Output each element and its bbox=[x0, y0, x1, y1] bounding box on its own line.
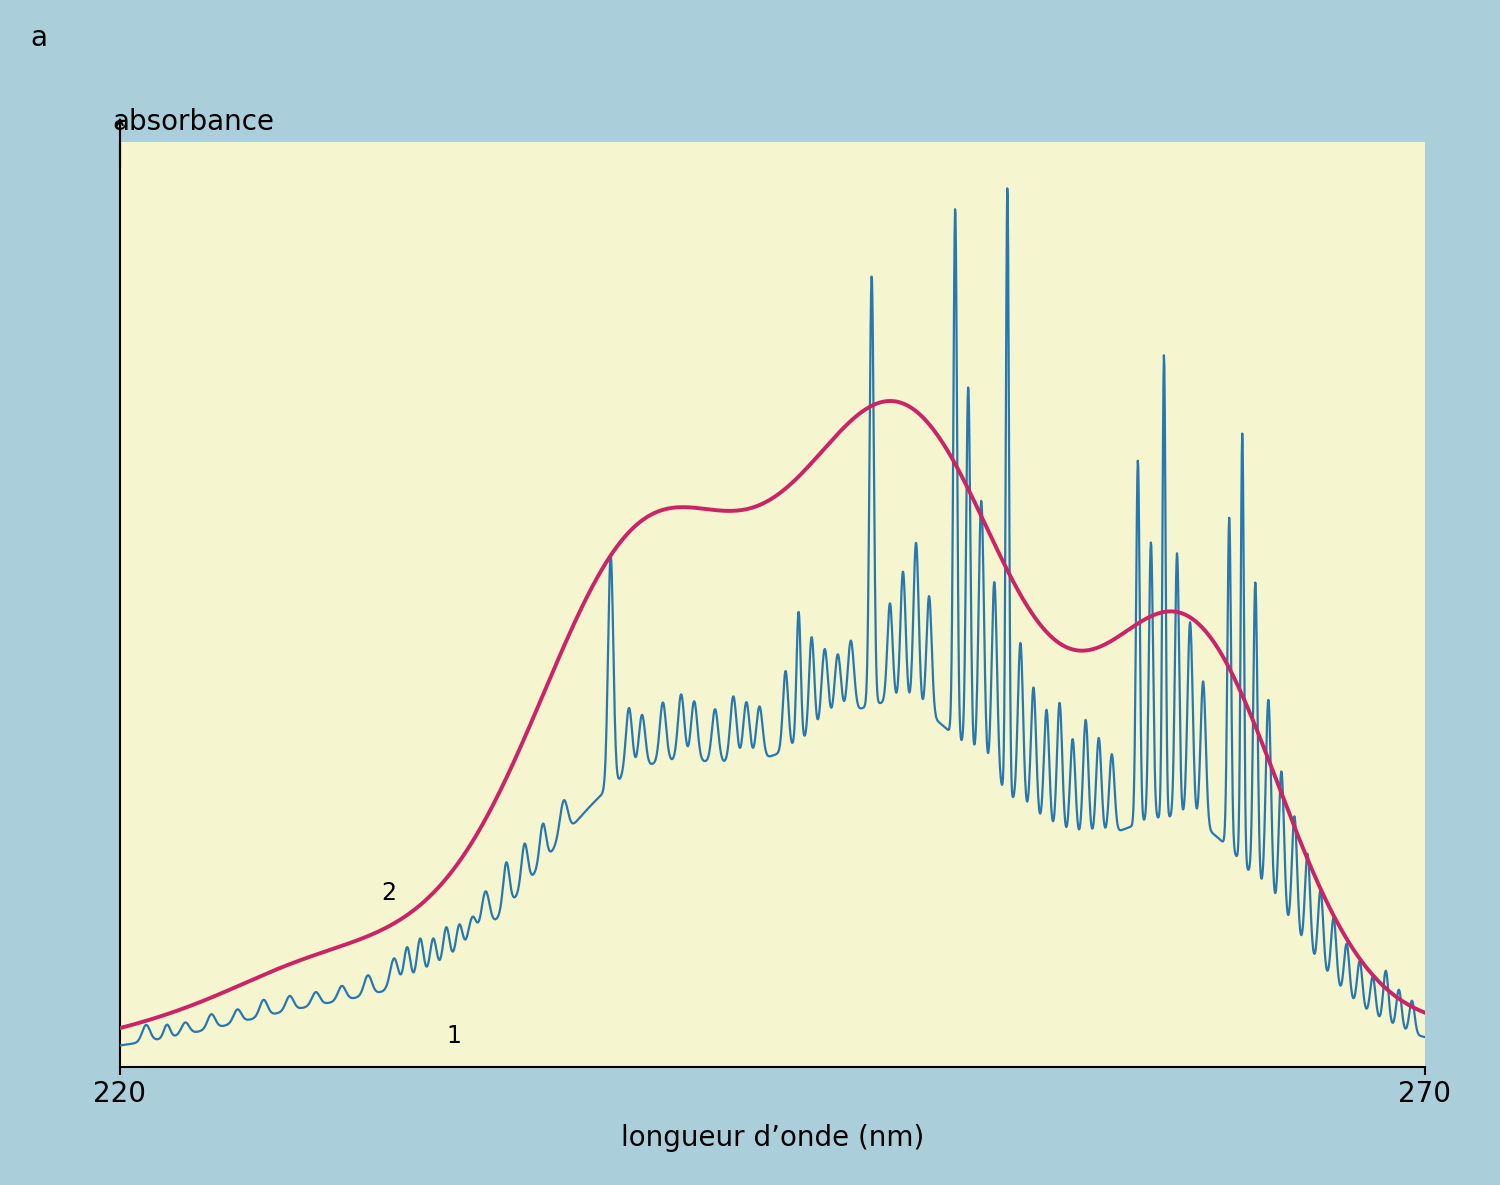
Text: 1: 1 bbox=[446, 1024, 460, 1049]
Text: a: a bbox=[30, 24, 46, 52]
Text: absorbance: absorbance bbox=[112, 108, 274, 136]
X-axis label: longueur d’onde (nm): longueur d’onde (nm) bbox=[621, 1125, 924, 1152]
Text: 2: 2 bbox=[381, 882, 396, 905]
